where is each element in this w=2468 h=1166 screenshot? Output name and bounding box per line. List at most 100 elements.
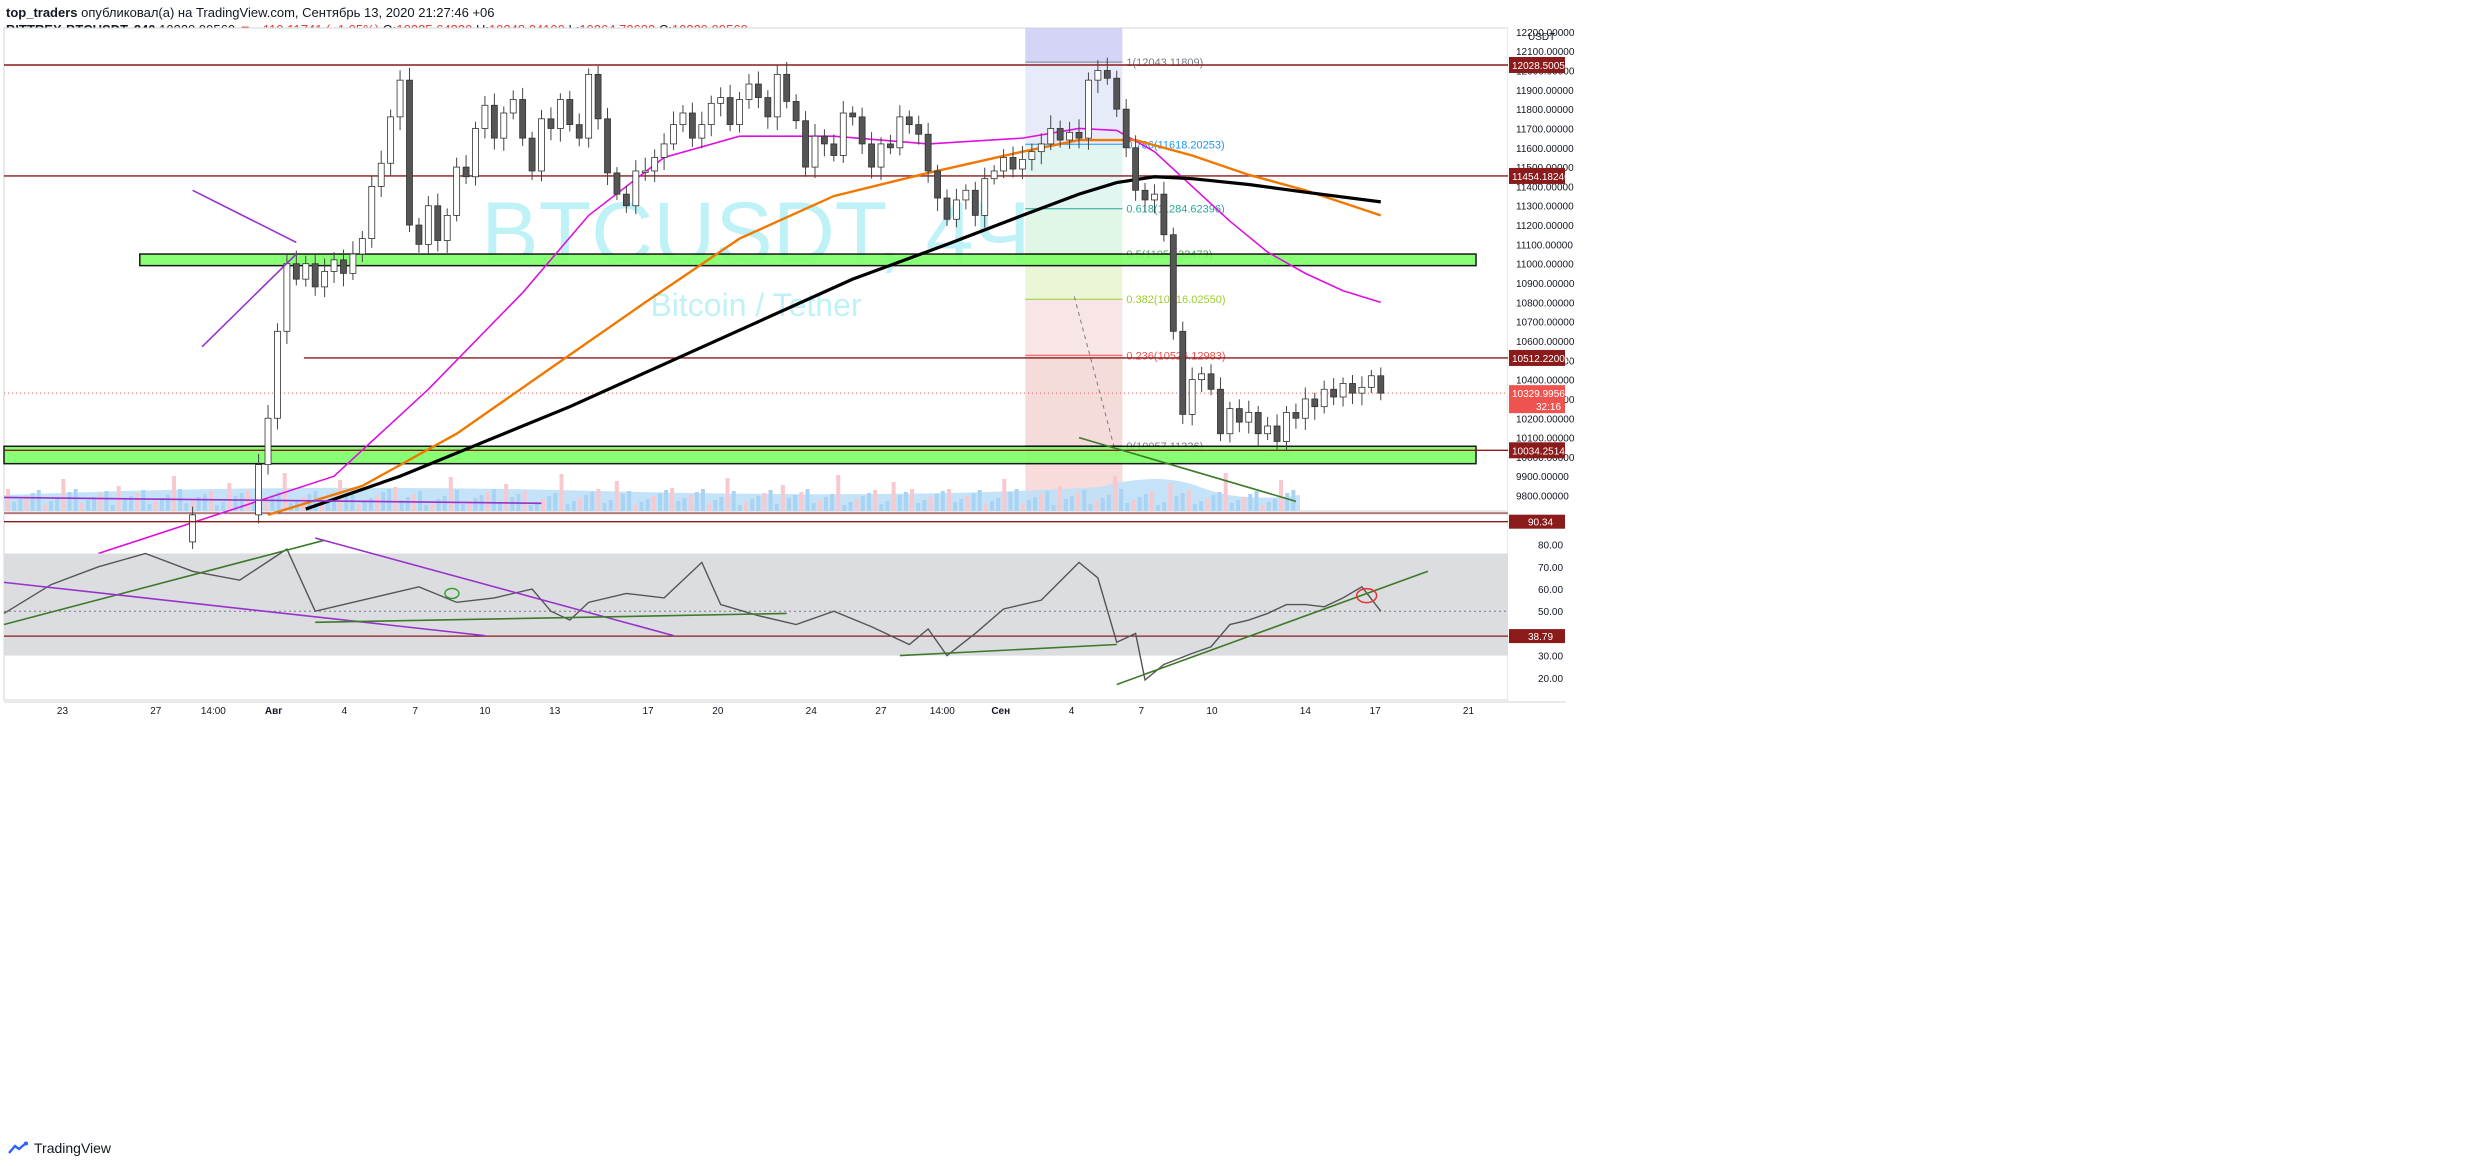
trendline[interactable] (3, 496, 542, 505)
author-name[interactable]: top_traders (6, 5, 78, 20)
volume-bar (1266, 502, 1271, 511)
volume-bar (233, 496, 238, 511)
volume-bar (1272, 499, 1277, 511)
volume-bar (651, 496, 656, 511)
volume-bar (510, 497, 515, 511)
support-zone[interactable] (3, 445, 1477, 465)
time-axis[interactable]: 23 27 14:00 Авг 4 7 10 13 17 20 24 27 14:00 Сен 4 7 10 14… (4, 701, 1566, 717)
support-zone[interactable] (139, 253, 1477, 267)
volume-bar (67, 492, 72, 511)
rsi-trendline[interactable] (3, 581, 486, 637)
volume-bar (467, 501, 472, 511)
volume-bar (799, 492, 804, 511)
rsi-marker-green[interactable] (444, 587, 460, 600)
volume-bar (713, 500, 718, 511)
price-tick: 10900.00000 (1516, 279, 1575, 290)
volume-bar (325, 502, 330, 511)
volume-bar (977, 490, 982, 511)
candle-body (1273, 425, 1281, 442)
rsi-pane[interactable] (3, 521, 1508, 686)
volume-bar (645, 499, 650, 511)
price-axis[interactable]: USDT12200.0000012100.0000012000.00000119… (1508, 28, 1575, 700)
rsi-trendline[interactable] (314, 537, 674, 637)
volume-bar (1131, 500, 1136, 511)
volume-bar (1069, 496, 1074, 511)
rsi-tick: 60.00 (1538, 585, 1563, 596)
candle-body (962, 189, 970, 201)
price-tick: 11400.00000 (1516, 182, 1574, 193)
ma-magenta[interactable] (98, 127, 1382, 555)
rsi-trendline[interactable] (315, 612, 787, 624)
volume-bar (6, 489, 10, 511)
volume-bar (768, 490, 773, 511)
candle-body (255, 464, 263, 516)
volume-bar (996, 498, 1001, 511)
candle-body (1320, 388, 1328, 408)
volume-bar (633, 505, 638, 511)
rsi-trendline[interactable] (1116, 570, 1429, 686)
candle-body (1217, 388, 1224, 435)
volume-bar (1149, 491, 1154, 511)
volume-bar (534, 502, 539, 511)
volume-bar (744, 502, 748, 511)
trendline[interactable] (1078, 436, 1297, 503)
candle-body (292, 263, 300, 280)
candle-body (622, 193, 630, 207)
candle-body (406, 79, 413, 226)
time-tick: 24 (806, 706, 818, 717)
rsi-trendline[interactable] (3, 539, 325, 626)
trendlines[interactable] (3, 189, 1297, 505)
rsi-trendline[interactable] (899, 643, 1117, 657)
candle-body (764, 97, 772, 118)
candle-body (613, 172, 621, 195)
candle-body (755, 83, 762, 98)
volume-bar (129, 496, 133, 511)
volume-bar (1039, 494, 1044, 511)
candle-body (1339, 383, 1347, 398)
ma-black[interactable] (305, 175, 1381, 511)
volume-bar (61, 479, 66, 511)
volume-bar (1162, 502, 1167, 511)
time-tick: 7 (412, 706, 418, 717)
candle-body (707, 102, 715, 126)
volume-bar (725, 478, 730, 511)
candle-body (1245, 412, 1253, 423)
volume-bar (122, 499, 127, 511)
volume-bar (184, 503, 189, 511)
candle-body (490, 104, 498, 139)
price-tick: 11600.00000 (1516, 144, 1574, 155)
volume-bar (940, 491, 945, 511)
volume-bar (504, 484, 509, 511)
time-tick: 14 (1300, 706, 1312, 717)
candle-body (1132, 147, 1139, 191)
candle-body (1283, 412, 1290, 442)
trendline[interactable] (201, 253, 297, 348)
candle-body (585, 73, 593, 139)
time-tick: 14:00 (930, 706, 955, 717)
fib-band (1025, 355, 1123, 446)
volume-bar (454, 490, 459, 511)
volume-bar (553, 493, 558, 511)
candle-body (905, 116, 913, 126)
volume-bar (756, 496, 761, 511)
volume-bar (1076, 493, 1081, 511)
volume-bar (990, 501, 994, 511)
candle-body (1094, 70, 1102, 81)
volume-bar (873, 490, 878, 511)
rsi-marker-red[interactable] (1355, 587, 1378, 604)
fib-trend-line (1073, 296, 1118, 458)
volume-bar (608, 500, 613, 511)
volume-bar (110, 505, 115, 511)
candle-body (1188, 379, 1196, 415)
price-level-tag (1509, 167, 1565, 184)
tradingview-logo[interactable]: TradingView (8, 1140, 111, 1156)
candle-body (1019, 158, 1026, 170)
volume-bar (787, 498, 792, 511)
candle-body (1301, 398, 1309, 419)
price-tick: 11900.00000 (1516, 86, 1574, 97)
trendline[interactable] (192, 189, 297, 244)
rsi-line[interactable] (3, 548, 1382, 682)
candle-body (377, 162, 385, 187)
publish-info: опубликовал(а) на TradingView.com, Сентя… (81, 5, 495, 20)
